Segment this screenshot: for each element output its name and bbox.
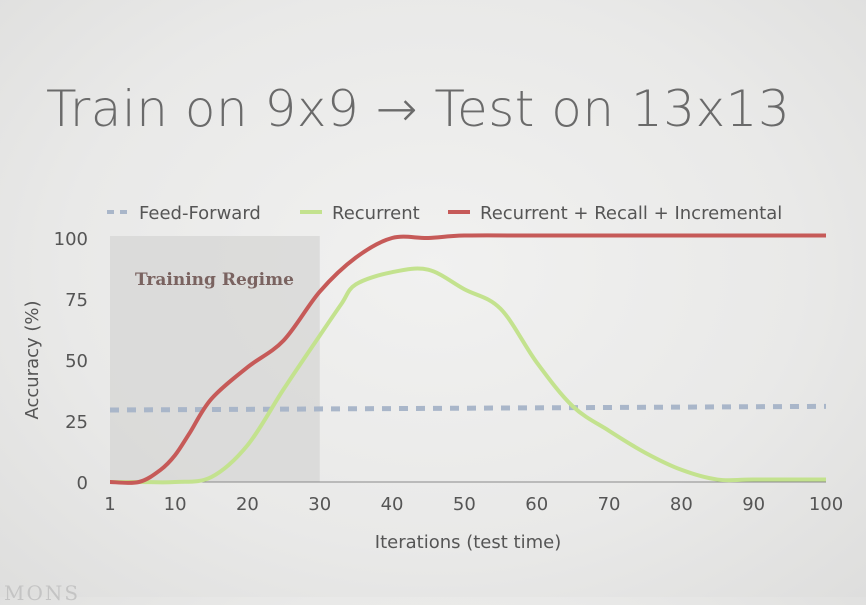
footer-watermark: MONS bbox=[4, 581, 81, 605]
x-tick-label: 20 bbox=[236, 494, 259, 515]
x-tick-label: 70 bbox=[598, 494, 621, 515]
x-tick-label: 50 bbox=[453, 494, 476, 515]
series-line-1 bbox=[110, 266, 826, 485]
y-tick-label: 50 bbox=[65, 351, 88, 372]
x-tick-label: 80 bbox=[670, 494, 693, 515]
x-tick-label: 30 bbox=[308, 494, 331, 515]
training-regime-label: Training Regime bbox=[135, 270, 294, 290]
legend-label-0: Feed-Forward bbox=[139, 203, 261, 224]
y-tick-label: 25 bbox=[65, 412, 88, 433]
series-line-2 bbox=[109, 233, 826, 485]
slide-title: Train on 9x9 → Test on 13x13 bbox=[46, 80, 791, 138]
x-tick-label: 60 bbox=[525, 494, 548, 515]
x-tick-label: 100 bbox=[809, 494, 843, 515]
training-regime-region bbox=[110, 236, 320, 482]
series-line-0 bbox=[109, 403, 827, 413]
legend-label-1: Recurrent bbox=[332, 203, 420, 224]
y-tick-label: 0 bbox=[77, 473, 88, 494]
x-tick-label: 40 bbox=[381, 494, 404, 515]
legend-label-2: Recurrent + Recall + Incremental bbox=[480, 203, 782, 224]
y-axis-title: Accuracy (%) bbox=[22, 300, 43, 419]
x-tick-label: 10 bbox=[164, 494, 187, 515]
x-tick-label: 1 bbox=[104, 494, 115, 515]
x-axis-title: Iterations (test time) bbox=[375, 532, 561, 553]
y-tick-label: 100 bbox=[54, 229, 88, 250]
x-tick-label: 90 bbox=[742, 494, 765, 515]
y-tick-label: 75 bbox=[65, 290, 88, 311]
